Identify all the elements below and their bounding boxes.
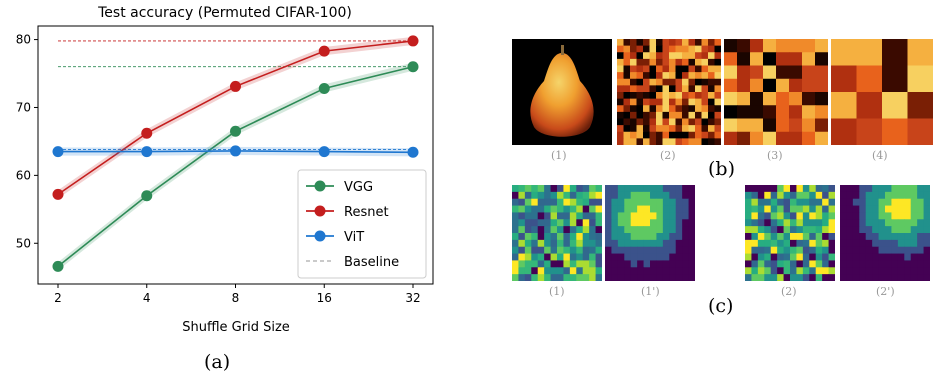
point-vgg-2: [230, 125, 241, 137]
y-tick-label-3: 80: [16, 33, 31, 47]
point-resnet-0: [52, 188, 64, 200]
legend-marker-resnet: [314, 205, 326, 217]
y-tick-label-0: 50: [16, 236, 31, 250]
noise-map-2: [745, 185, 835, 281]
legend-marker-vit: [314, 230, 326, 242]
x-tick-label-3: 16: [317, 291, 332, 305]
panel-c-caption: (c): [708, 295, 734, 317]
panel-a-caption: (a): [204, 351, 231, 373]
pear-image-shuffled-grid-2: [617, 39, 721, 145]
panel-c-label-1-prime: (1'): [641, 285, 660, 298]
x-axis-label: Shuffle Grid Size: [182, 320, 290, 335]
y-tick-label-2: 70: [16, 100, 31, 114]
point-resnet-1: [141, 127, 153, 139]
panel-c-label-1: (1): [549, 285, 565, 298]
x-tick-label-1: 4: [143, 291, 151, 305]
point-vgg-1: [141, 190, 153, 202]
panel-b-label-4: (4): [872, 149, 888, 162]
saliency-map-2-prime: [840, 185, 930, 281]
x-tick-label-4: 32: [405, 291, 420, 305]
panel-b-caption: (b): [708, 158, 735, 180]
chart-title: Test accuracy (Permuted CIFAR-100): [97, 5, 352, 21]
accuracy-chart: Test accuracy (Permuted CIFAR-100) 50 60 7…: [16, 5, 434, 335]
point-vit-0: [52, 146, 64, 158]
pear-image-shuffled-grid-4: [831, 39, 933, 145]
noise-map-1: [512, 185, 602, 281]
panel-c-label-2-prime: (2'): [876, 285, 895, 298]
point-vit-3: [318, 146, 330, 158]
point-vit-4: [407, 146, 419, 158]
legend-label-vit: ViT: [344, 230, 364, 245]
point-vgg-0: [52, 260, 64, 272]
x-tick-label-0: 2: [54, 291, 62, 305]
point-vit-2: [230, 145, 241, 157]
point-resnet-3: [318, 45, 330, 57]
pear-image-original: [512, 39, 612, 145]
panel-b-label-1: (1): [551, 149, 567, 162]
legend-box: [297, 169, 427, 279]
legend-label-vgg: VGG: [344, 180, 373, 195]
legend-label-resnet: Resnet: [344, 205, 389, 220]
saliency-map-1-prime: [605, 185, 695, 281]
x-tick-label-2: 8: [232, 291, 240, 305]
panel-b-label-2: (2): [660, 149, 676, 162]
point-vgg-4: [407, 61, 419, 73]
panel-c-label-2: (2): [781, 285, 797, 298]
panel-b-label-3: (3): [767, 149, 783, 162]
pear-image-shuffled-grid-3: [724, 39, 828, 145]
point-vit-1: [141, 146, 153, 158]
y-tick-label-1: 60: [16, 168, 31, 182]
legend-label-baseline: Baseline: [344, 255, 399, 270]
point-resnet-2: [230, 80, 241, 92]
point-resnet-4: [407, 35, 419, 47]
legend-marker-vgg: [314, 180, 326, 192]
point-vgg-3: [318, 82, 330, 94]
